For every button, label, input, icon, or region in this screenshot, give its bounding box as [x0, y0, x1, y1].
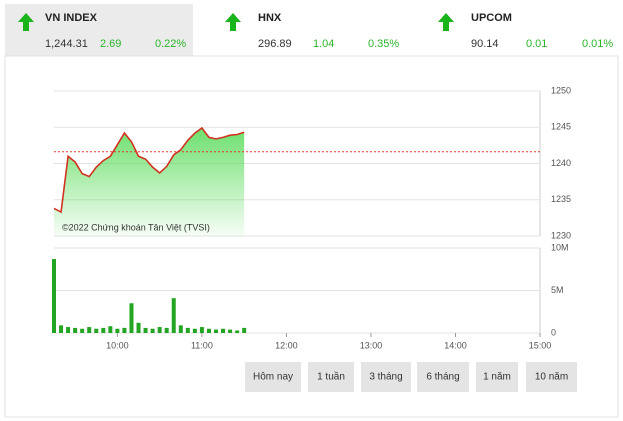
- range-button[interactable]: [476, 362, 518, 392]
- tab-percent: 0.22%: [155, 38, 186, 50]
- volume-bar: [94, 328, 99, 333]
- volume-bar: [164, 327, 169, 333]
- volume-bar: [122, 327, 127, 333]
- x-tick-label: 10:00: [106, 340, 129, 350]
- range-button-label[interactable]: Hôm nay: [253, 372, 293, 383]
- y-tick-label: 1235: [551, 194, 571, 204]
- volume-bar: [192, 328, 197, 333]
- active-tab[interactable]: [5, 4, 193, 56]
- y-tick-label: 1250: [551, 85, 571, 95]
- tab-value: 90.14: [471, 38, 499, 50]
- x-tick-label: 14:00: [444, 340, 467, 350]
- tab-value: 1,244.31: [45, 38, 88, 50]
- range-button[interactable]: [526, 362, 577, 392]
- range-button-label[interactable]: 10 năm: [535, 372, 568, 383]
- volume-bar: [80, 328, 85, 333]
- price-line: [53, 126, 245, 214]
- volume-bar: [143, 327, 148, 333]
- tab-change: 2.69: [100, 38, 121, 50]
- volume-bar: [178, 325, 183, 333]
- x-tick-label: 13:00: [360, 340, 383, 350]
- volume-bar: [59, 325, 64, 333]
- range-button[interactable]: [417, 362, 469, 392]
- annotation: ©2022 Chứng khoán Tân Việt (TVSI): [62, 222, 210, 232]
- volume-bar: [221, 328, 226, 333]
- volume-bar: [171, 298, 176, 333]
- y-tick-label: 1240: [551, 158, 571, 168]
- y-tick-label: 1245: [551, 122, 571, 132]
- volume-bar: [129, 303, 134, 333]
- volume-bar: [185, 327, 190, 333]
- volume-bar: [242, 327, 247, 333]
- y-tick-label: 0: [551, 327, 556, 337]
- volume-bar: [157, 327, 162, 333]
- y-tick-label: 10M: [551, 242, 569, 252]
- volume-bar: [136, 322, 141, 333]
- volume-bar: [235, 330, 240, 333]
- range-button-label[interactable]: 1 năm: [483, 372, 511, 383]
- tab-change: 1.04: [313, 38, 334, 50]
- tab-name[interactable]: UPCOM: [471, 12, 512, 24]
- up-arrow: [438, 13, 454, 31]
- tab-value: 296.89: [258, 38, 292, 50]
- range-button[interactable]: [245, 362, 301, 392]
- x-tick-label: 12:00: [275, 340, 298, 350]
- up-arrow: [225, 13, 241, 31]
- area: [54, 127, 245, 236]
- tab-name[interactable]: VN INDEX: [45, 12, 98, 24]
- volume-bar: [73, 327, 78, 333]
- volume-bar: [150, 328, 155, 333]
- range-button-label[interactable]: 1 tuần: [317, 371, 345, 383]
- range-button-label[interactable]: 3 tháng: [369, 372, 402, 383]
- range-button[interactable]: [361, 362, 411, 392]
- x-tick-label: 11:00: [191, 340, 213, 350]
- volume-bar: [206, 328, 211, 333]
- volume-bar: [101, 327, 106, 333]
- volume-bar: [66, 327, 71, 333]
- volume-bar: [228, 329, 233, 333]
- tab-change: 0.01: [526, 38, 547, 50]
- volume-bar: [214, 329, 218, 333]
- y-tick-label: 1230: [551, 230, 571, 240]
- volume-bar: [115, 328, 120, 333]
- y-tick-label: 5M: [551, 285, 564, 295]
- range-button-label[interactable]: 6 tháng: [426, 372, 459, 383]
- volume-bar: [52, 259, 56, 333]
- volume-bar: [199, 327, 204, 333]
- volume-bar: [108, 326, 113, 333]
- x-tick-label: 15:00: [529, 340, 552, 350]
- volume-bar: [87, 327, 92, 333]
- tab-percent: 0.35%: [368, 38, 399, 50]
- tab-percent: 0.01%: [582, 38, 613, 50]
- range-button[interactable]: [308, 362, 354, 392]
- up-arrow: [18, 13, 34, 31]
- tab-name[interactable]: HNX: [258, 12, 282, 24]
